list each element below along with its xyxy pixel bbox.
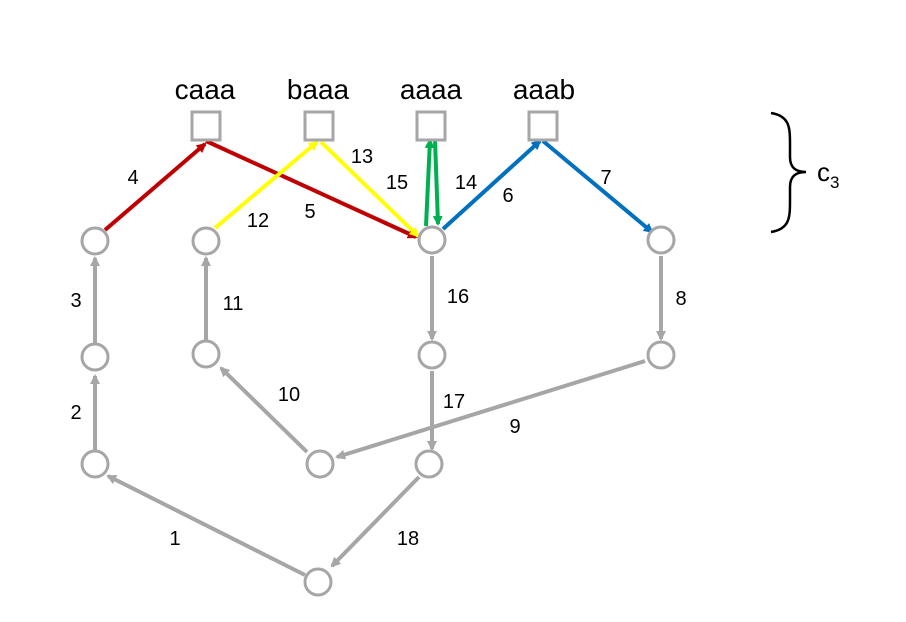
edge-label-15: 15 [386,172,408,194]
edge-10 [219,366,309,454]
circle-node [417,340,447,370]
edge-5 [205,139,418,239]
edge-label-8: 8 [675,288,686,310]
edge-label-18: 18 [397,528,419,550]
square-node-aaaa [415,110,447,142]
edge-6 [441,139,542,231]
brace-label-main: c [817,157,830,187]
edge-label-17: 17 [443,391,465,413]
edge-13 [319,140,420,238]
brace-label-subscript: 3 [830,173,839,192]
edge-label-6: 6 [502,185,513,207]
top-label-aaab: aaab [513,74,575,105]
edge-label-2: 2 [70,402,81,424]
edge-label-10: 10 [278,384,300,406]
edge-9 [335,359,646,460]
square-node-baaa [303,110,335,142]
edge-7 [541,139,654,234]
circle-node [191,339,221,369]
top-label-baaa: baaa [287,74,350,105]
circle-node [305,449,335,479]
circle-node [191,226,221,256]
circle-node [646,225,676,255]
circle-node [80,226,110,256]
edge-label-11: 11 [223,293,244,315]
top-label-aaaa: aaaa [400,74,463,105]
edge-label-4: 4 [127,167,138,189]
square-node-caaa [190,110,222,142]
circle-node [80,449,110,479]
edge-label-12: 12 [247,210,269,232]
circle-node [417,225,447,255]
edge-label-5: 5 [304,201,315,223]
edge-4 [103,142,207,232]
circle-node [303,567,333,597]
edge-label-3: 3 [70,290,81,312]
edge-15 [424,138,435,227]
edge-label-13: 13 [351,146,373,168]
curly-brace [770,111,807,234]
edge-label-9: 9 [509,416,520,438]
edge-label-1: 1 [169,528,180,550]
brace-label: c3 [817,157,839,192]
edge-label-16: 16 [447,286,469,308]
square-node-aaab [527,110,559,142]
edge-18 [330,475,421,568]
circle-node [414,449,444,479]
circle-node [80,342,110,372]
top-label-caaa: caaa [175,74,236,105]
circle-node [646,340,676,370]
edge-12 [213,140,319,230]
edge-label-7: 7 [600,167,611,189]
edge-label-14: 14 [455,172,477,194]
edge-14 [432,139,443,226]
edge-1 [106,474,306,577]
